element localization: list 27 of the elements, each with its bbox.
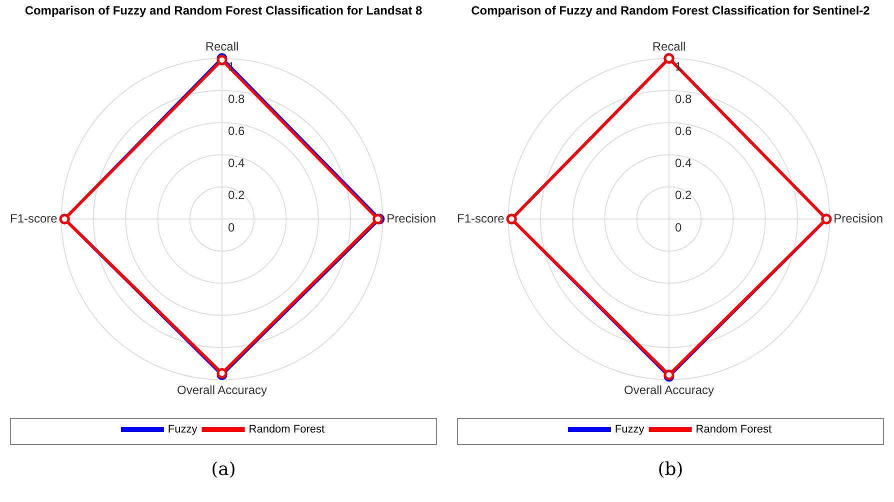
spoke-label: F1-score bbox=[10, 211, 58, 226]
y-tick-label: 0.4 bbox=[228, 156, 246, 170]
y-tick-label: 0.6 bbox=[675, 124, 692, 138]
chart-title: Comparison of Fuzzy and Random Forest Classification for Landsat 8 bbox=[24, 4, 423, 18]
y-tick-label: 0 bbox=[675, 220, 682, 234]
legend-label: Random Forest bbox=[248, 424, 325, 436]
y-tick-label: 1 bbox=[228, 60, 235, 74]
spoke-label: Recall bbox=[205, 39, 239, 54]
spoke-label: Precision bbox=[386, 211, 436, 226]
text: (b) bbox=[658, 459, 684, 480]
legend-label: Random Forest bbox=[696, 424, 772, 436]
legend-label: Fuzzy bbox=[614, 424, 645, 436]
y-tick-label: 0.2 bbox=[228, 188, 246, 202]
spoke-label: Overall Accuracy bbox=[176, 383, 268, 398]
y-tick-label: 0.4 bbox=[675, 156, 692, 170]
legend-label: Fuzzy bbox=[168, 424, 198, 436]
y-tick-label: 0.6 bbox=[228, 124, 246, 138]
y-tick-label: 0.2 bbox=[675, 188, 692, 202]
spoke-label: Overall Accuracy bbox=[624, 383, 714, 398]
y-tick-label: 0 bbox=[228, 220, 235, 234]
spoke-label: F1-score bbox=[457, 211, 505, 226]
y-tick-label: 0.8 bbox=[228, 92, 246, 106]
text: (a) bbox=[211, 459, 236, 480]
spoke-label: Recall bbox=[652, 39, 686, 54]
y-tick-label: 0.8 bbox=[675, 92, 692, 106]
spoke-label: Precision bbox=[834, 211, 884, 226]
chart-title: Comparison of Fuzzy and Random Forest Classification for Sentinel-2 bbox=[471, 4, 870, 18]
